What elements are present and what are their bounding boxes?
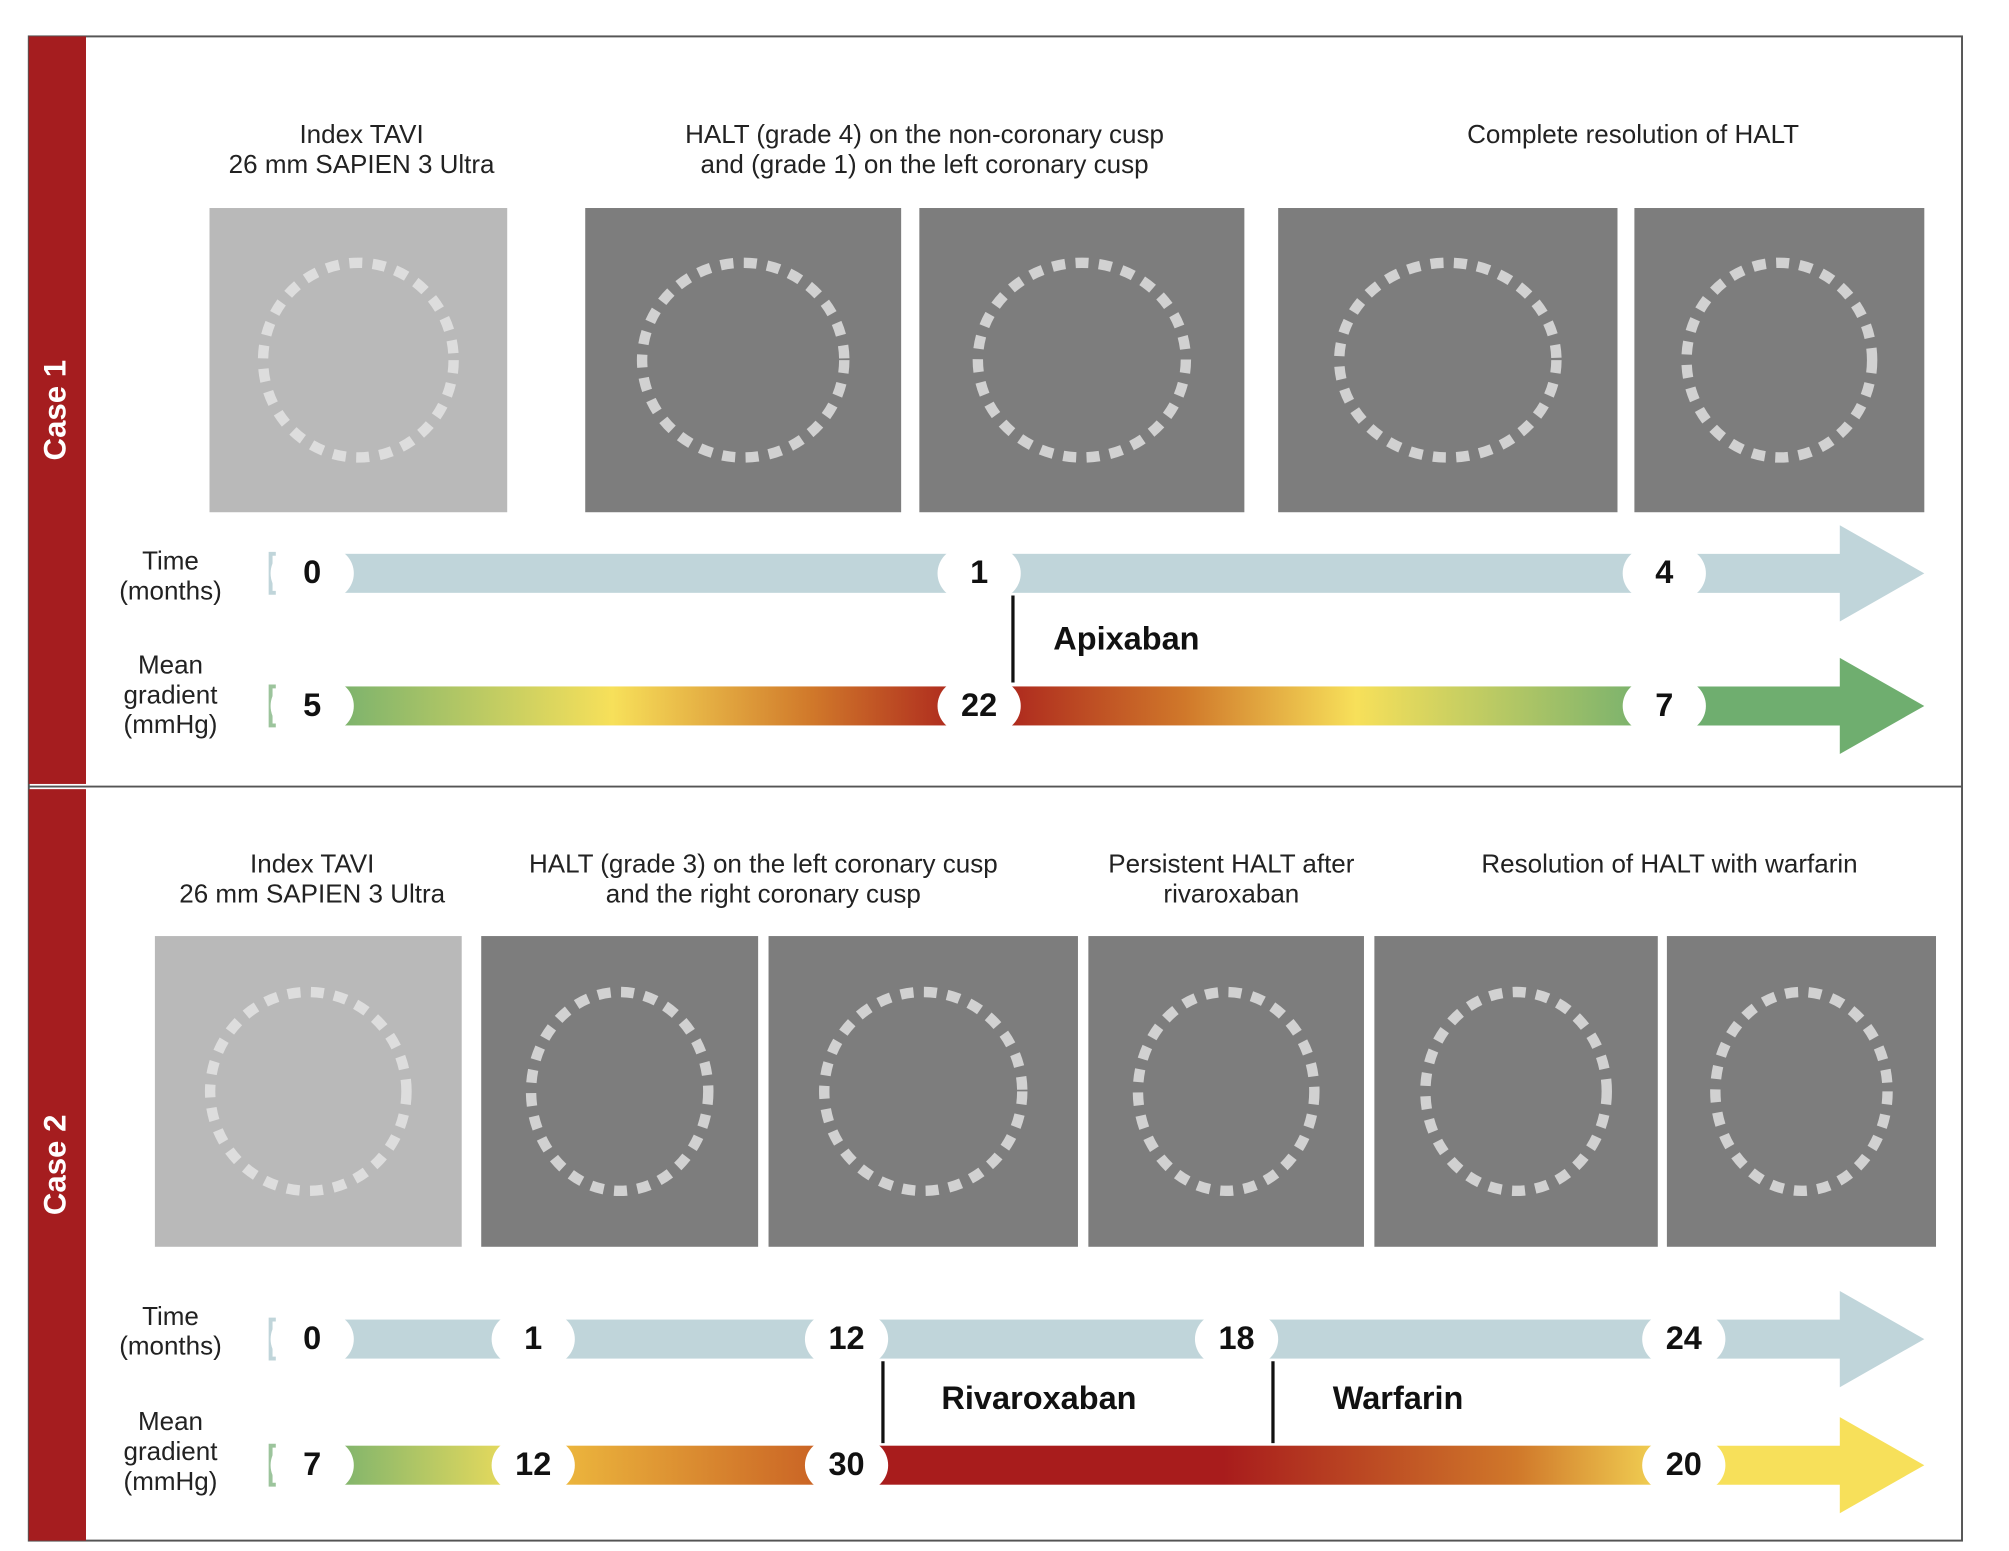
marker-bg xyxy=(937,679,1021,732)
ct-image-detail xyxy=(204,986,412,1197)
timeline-value: 20 xyxy=(1666,1446,1702,1482)
marker-bg xyxy=(270,1439,354,1492)
case-bar xyxy=(28,789,86,1541)
timeline-value: 22 xyxy=(961,687,997,723)
ct-image xyxy=(1634,208,1925,513)
gradient-label: Mean xyxy=(138,1406,203,1436)
panel-title: and (grade 1) on the left coronary cusp xyxy=(701,149,1149,179)
panel-title: rivaroxaban xyxy=(1163,878,1299,908)
timeline-arrow xyxy=(1664,657,1925,755)
gradient-label: (mmHg) xyxy=(124,709,218,739)
time-label: Time xyxy=(142,545,199,575)
timeline-band xyxy=(846,1445,1684,1485)
panel-title: Index TAVI xyxy=(250,848,374,878)
drug-label: Warfarin xyxy=(1333,1380,1464,1416)
marker-bg xyxy=(270,679,354,732)
gradient-label: gradient xyxy=(124,679,219,709)
drug-label: Rivaroxaban xyxy=(941,1380,1136,1416)
timeline-band xyxy=(1236,1319,1684,1359)
ct-image-detail xyxy=(1132,986,1320,1197)
marker-bg xyxy=(1622,547,1706,600)
marker-bg xyxy=(491,1313,575,1366)
timeline-band xyxy=(979,686,1665,726)
ct-image xyxy=(1278,208,1618,513)
panel-title: Complete resolution of HALT xyxy=(1467,119,1799,149)
ct-image xyxy=(1666,936,1937,1247)
timeline-value: 7 xyxy=(1655,687,1673,723)
ct-image-detail xyxy=(1681,257,1878,463)
time-label: (months) xyxy=(119,1331,222,1361)
gradient-label: gradient xyxy=(124,1436,219,1466)
ct-image xyxy=(585,208,902,513)
gradient-label: (mmHg) xyxy=(124,1466,218,1496)
marker-bg xyxy=(491,1439,575,1492)
ct-image-detail xyxy=(636,257,850,463)
panel-title: Persistent HALT after xyxy=(1108,848,1354,878)
time-label: Time xyxy=(142,1301,199,1331)
marker-bg xyxy=(1622,679,1706,732)
timeline-arrow xyxy=(1683,1417,1925,1514)
ct-image-detail xyxy=(1334,257,1562,463)
ct-image-detail xyxy=(257,257,459,463)
timeline-arrow xyxy=(1664,525,1925,622)
timeline-band xyxy=(533,1445,847,1485)
ct-image xyxy=(919,208,1245,513)
ct-image xyxy=(481,936,759,1247)
marker-bg xyxy=(804,1313,889,1366)
frame xyxy=(27,35,1963,1542)
ct-image xyxy=(1088,936,1364,1247)
timeline-value: 1 xyxy=(524,1320,542,1356)
ct-image-detail xyxy=(972,257,1192,463)
panel-title: 26 mm SAPIEN 3 Ultra xyxy=(229,149,495,179)
panel-title: and the right coronary cusp xyxy=(606,878,921,908)
marker-bg xyxy=(1194,1313,1279,1366)
panel-title: HALT (grade 3) on the left coronary cusp xyxy=(529,848,998,878)
timeline-value: 18 xyxy=(1218,1320,1254,1356)
timeline-band xyxy=(846,1319,1237,1359)
drug-label: Apixaban xyxy=(1053,621,1199,657)
gradient-label: Mean xyxy=(138,649,203,679)
timeline-band xyxy=(312,553,980,593)
timeline-arrow xyxy=(1683,1290,1925,1388)
timeline-value: 5 xyxy=(303,687,321,723)
panel-title: Index TAVI xyxy=(299,119,423,149)
ct-image xyxy=(154,936,462,1247)
ct-image-detail xyxy=(819,986,1028,1197)
timeline-band xyxy=(312,686,980,726)
time-label: (months) xyxy=(119,575,222,605)
marker-bg xyxy=(1642,1313,1726,1366)
ct-image xyxy=(1374,936,1658,1247)
timeline-value: 0 xyxy=(303,1320,321,1356)
timeline-value: 7 xyxy=(303,1446,321,1482)
timeline-value: 12 xyxy=(515,1446,551,1482)
panel-title: Resolution of HALT with warfarin xyxy=(1481,848,1857,878)
marker-bg xyxy=(270,547,354,600)
timeline-value: 0 xyxy=(303,554,321,590)
ct-image-detail xyxy=(1420,986,1612,1197)
case-bar xyxy=(28,36,86,784)
ct-image xyxy=(768,936,1078,1247)
marker-bg xyxy=(270,1313,354,1366)
panel-title: HALT (grade 4) on the non-coronary cusp xyxy=(685,119,1164,149)
timeline-value: 1 xyxy=(970,554,988,590)
timeline-band xyxy=(533,1319,847,1359)
ct-image xyxy=(209,208,508,513)
timeline-band xyxy=(979,553,1665,593)
timeline-value: 30 xyxy=(828,1446,864,1482)
timeline-value: 4 xyxy=(1655,554,1673,590)
timeline-value: 24 xyxy=(1666,1320,1702,1356)
marker-bg xyxy=(937,547,1021,600)
case-label: Case 2 xyxy=(38,1115,73,1216)
ct-image-detail xyxy=(1710,986,1893,1197)
marker-bg xyxy=(804,1439,889,1492)
ct-image-detail xyxy=(525,986,714,1197)
panel-title: 26 mm SAPIEN 3 Ultra xyxy=(179,878,445,908)
timeline-value: 12 xyxy=(828,1320,864,1356)
marker-bg xyxy=(1642,1439,1726,1492)
case-label: Case 1 xyxy=(38,360,73,461)
